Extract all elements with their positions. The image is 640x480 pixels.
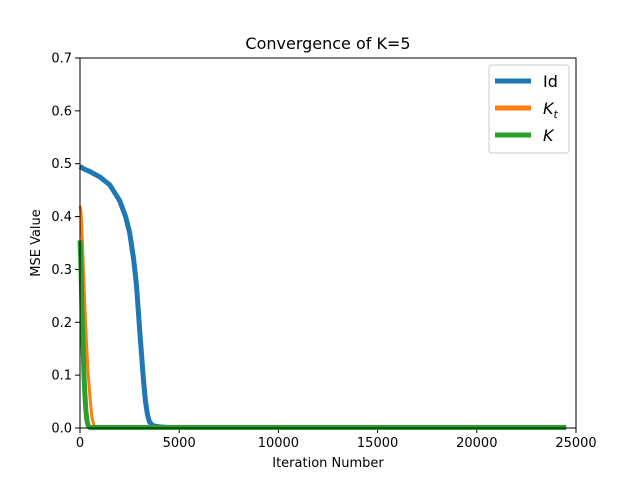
- plot-frame: [79, 57, 577, 429]
- y-tick-label: 0.0: [51, 422, 72, 437]
- y-tick-label: 0.1: [51, 369, 72, 384]
- y-tick-label: 0.5: [51, 157, 72, 172]
- x-tick-label: 10000: [258, 436, 299, 451]
- legend-label: K: [543, 126, 555, 145]
- x-tick-label: 15000: [357, 436, 398, 451]
- y-tick-label: 0.6: [51, 104, 72, 119]
- x-axis-label: Iteration Number: [272, 456, 384, 471]
- x-tick-label: 0: [76, 436, 84, 451]
- chart-title: Convergence of K=5: [245, 34, 410, 53]
- series-layer: [77, 164, 567, 430]
- x-tick-label: 5000: [163, 436, 196, 451]
- legend: Id Kt K: [488, 64, 570, 154]
- x-tick-label: 20000: [456, 436, 497, 451]
- axis-ticks: 0 5000 10000 15000 20000 25000 0.0 0.1 0.2 0.3 0.4…: [51, 52, 596, 452]
- x-tick-label: 25000: [555, 436, 596, 451]
- y-tick-label: 0.7: [51, 52, 72, 67]
- y-tick-label: 0.4: [51, 210, 72, 225]
- y-axis-label: MSE Value: [29, 209, 44, 277]
- series-line-2: [77, 240, 567, 430]
- y-tick-label: 0.2: [51, 316, 72, 331]
- legend-label: Kt: [543, 99, 559, 121]
- legend-label: Id: [543, 72, 558, 91]
- y-tick-label: 0.3: [51, 263, 72, 278]
